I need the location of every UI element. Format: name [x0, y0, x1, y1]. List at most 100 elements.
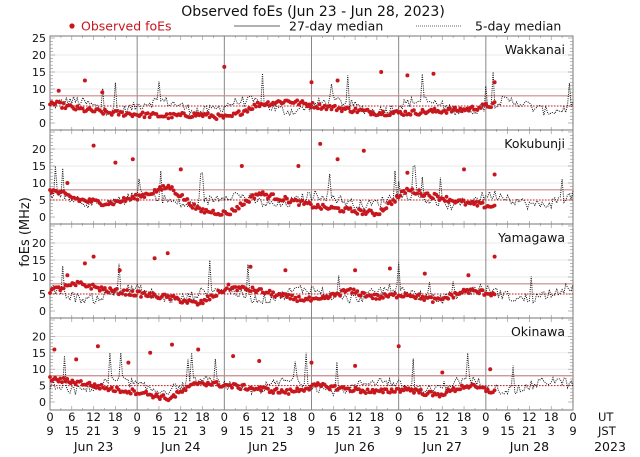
chart-title: Observed foEs (Jun 23 - Jun 28, 2023): [181, 4, 445, 20]
x-tick-label-jst: 21: [348, 424, 363, 438]
observed-point: [180, 390, 185, 394]
y-tick-label: 15: [32, 66, 46, 79]
observed-point: [358, 208, 363, 213]
x-tick-label-jst: 15: [239, 424, 254, 438]
observed-point: [151, 191, 155, 196]
x-tick-label-jst: 9: [46, 424, 53, 438]
x-tick-label-jst: 21: [522, 424, 537, 438]
observed-point: [254, 104, 258, 109]
observed-point: [401, 113, 406, 117]
observed-point: [374, 297, 378, 301]
observed-point: [393, 390, 397, 394]
observed-point: [379, 112, 384, 117]
observed-point: [176, 297, 181, 302]
x-tick-label-jst: 15: [64, 424, 79, 438]
observed-point: [264, 192, 269, 197]
observed-point: [351, 388, 356, 393]
observed-point: [48, 188, 52, 192]
observed-point: [327, 387, 332, 392]
panel-wakkanai: 0 5 10 15 20 25 Wakkanai: [32, 32, 574, 132]
observed-point: [410, 387, 415, 392]
observed-point: [200, 207, 205, 211]
observed-point: [451, 386, 456, 390]
observed-point: [281, 198, 286, 203]
station-label: Yamagawa: [497, 230, 565, 245]
observed-point: [121, 196, 126, 200]
x-tick-label-ut: 18: [195, 410, 210, 424]
observed-point: [341, 209, 346, 214]
observed-point: [319, 207, 324, 211]
observed-point: [235, 383, 240, 388]
observed-point: [413, 296, 418, 301]
observed-point: [161, 184, 166, 188]
observed-point: [346, 106, 351, 111]
observed-point: [307, 102, 312, 107]
observed-point: [362, 209, 366, 213]
observed-point: [436, 392, 440, 396]
legend-observed-label: Observed foEs: [81, 19, 172, 34]
observed-point: [142, 195, 147, 200]
observed-point: [327, 104, 332, 108]
x-tick-label-ut: 12: [435, 410, 450, 424]
observed-point: [211, 208, 216, 213]
x-tick-label-ut: 6: [68, 410, 75, 424]
x-day-label: Jun 26: [334, 439, 374, 454]
observed-point: [87, 380, 92, 385]
observed-point: [370, 387, 375, 392]
observed-point: [315, 106, 320, 111]
observed-point: [168, 297, 173, 302]
observed-point: [307, 295, 312, 299]
observed-point: [250, 107, 255, 111]
observed-peak-point: [309, 360, 314, 365]
observed-point: [171, 188, 176, 193]
observed-point: [120, 110, 124, 115]
observed-point: [470, 104, 475, 109]
observed-point: [230, 114, 234, 119]
observed-point: [286, 392, 291, 396]
x-tick-label-jst: 3: [460, 424, 467, 438]
observed-point: [166, 116, 171, 121]
x-tick-label-ut: 0: [569, 410, 576, 424]
observed-point: [379, 387, 384, 392]
observed-point: [60, 380, 64, 385]
observed-peak-point: [492, 172, 497, 177]
observed-point: [417, 188, 421, 193]
observed-point: [116, 112, 121, 117]
observed-point: [297, 203, 301, 208]
observed-point: [166, 294, 171, 298]
observed-point: [417, 292, 421, 297]
observed-point: [65, 377, 70, 381]
observed-point: [278, 390, 282, 395]
observed-point: [99, 382, 104, 387]
x-tick-label-ut: 12: [173, 410, 188, 424]
y-tick-label: 20: [32, 330, 46, 343]
x-day-label: Jun 28: [509, 439, 549, 454]
observed-point: [285, 196, 289, 201]
observed-point: [96, 285, 100, 290]
x-tick-label-jst: 9: [308, 424, 315, 438]
observed-point: [242, 382, 246, 387]
observed-point: [353, 106, 358, 111]
observed-point: [336, 206, 341, 211]
observed-point: [68, 381, 73, 386]
observed-point: [417, 390, 421, 395]
x-tick-label-jst: 15: [326, 424, 341, 438]
y-tick-label: 10: [32, 83, 46, 96]
observed-point: [303, 101, 308, 106]
observed-point: [185, 197, 190, 201]
observed-point: [480, 200, 485, 205]
x-tick-label-ut: 6: [417, 410, 424, 424]
observed-point: [432, 106, 437, 111]
observed-point: [97, 288, 102, 293]
observed-point: [403, 191, 408, 196]
observed-point: [295, 386, 300, 391]
observed-point: [101, 112, 106, 116]
observed-point: [142, 115, 147, 120]
observed-point: [170, 115, 174, 120]
x-tick-label-jst: 21: [173, 424, 188, 438]
observed-point: [367, 109, 372, 114]
observed-point: [183, 388, 188, 393]
panel-okinawa: 0 5 10 15 20 Okinawa: [32, 317, 574, 411]
observed-peak-point: [65, 181, 70, 185]
y-tick-label: 0: [39, 305, 46, 318]
